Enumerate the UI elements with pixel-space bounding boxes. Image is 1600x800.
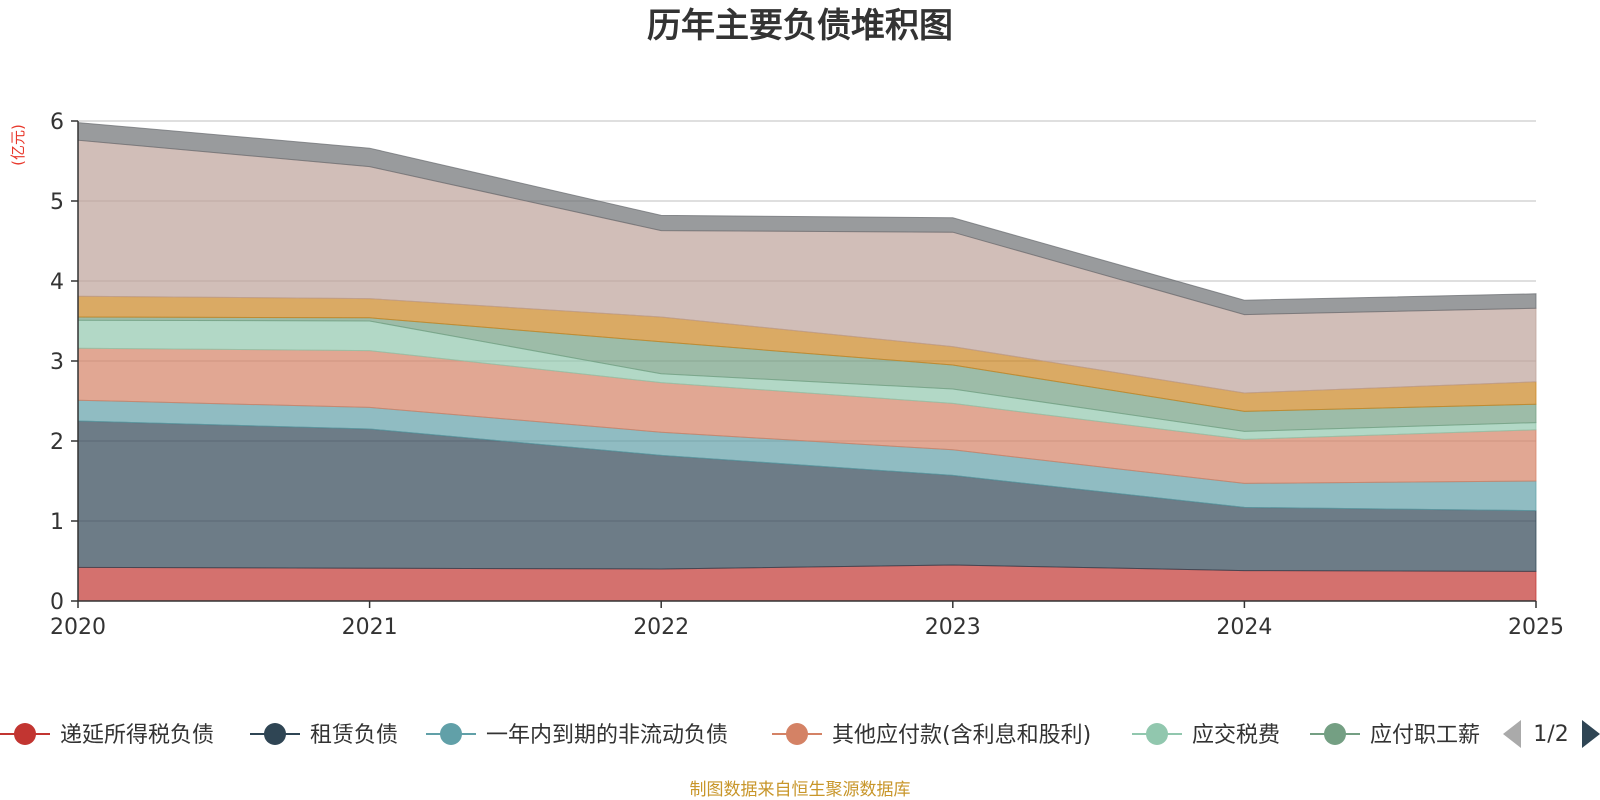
legend-label: 一年内到期的非流动负债 bbox=[486, 723, 728, 748]
x-tick-label-2023: 2023 bbox=[925, 615, 981, 640]
legend-circle-icon bbox=[264, 723, 286, 745]
legend-label: 应付职工薪 bbox=[1370, 723, 1480, 748]
legend-pager[interactable]: 1/2 bbox=[1503, 720, 1600, 748]
legend-circle-icon bbox=[786, 723, 808, 745]
legend-item-5[interactable]: 应交税费 bbox=[1132, 723, 1280, 748]
legend-label: 租赁负债 bbox=[310, 723, 398, 748]
legend-item-2[interactable]: 租赁负债 bbox=[250, 723, 398, 748]
y-axis-unit-label: (亿元) bbox=[9, 124, 27, 166]
legend-circle-icon bbox=[440, 723, 462, 745]
x-tick-label-2024: 2024 bbox=[1216, 615, 1272, 640]
x-tick-label-2025: 2025 bbox=[1508, 615, 1564, 640]
y-tick-label-5: 5 bbox=[50, 190, 64, 215]
axes: 0 1 2 3 4 5 6 2020 2021 2022 2023 2024 2025 bbox=[50, 110, 1564, 640]
legend-item-1[interactable]: 递延所得税负债 bbox=[0, 723, 214, 748]
legend-items[interactable]: 递延所得税负债 租赁负债 一年内到期的非流动负债 其他应付款(含利息和股利) 应交税费 应… bbox=[0, 723, 1480, 748]
x-tick-label-2020: 2020 bbox=[50, 615, 106, 640]
area-series-9[interactable] bbox=[77, 122, 1537, 316]
legend-circle-icon bbox=[14, 723, 36, 745]
data-source-note: 制图数据来自恒生聚源数据库 bbox=[690, 780, 911, 800]
y-tick-label-3: 3 bbox=[50, 350, 64, 375]
legend[interactable]: 递延所得税负债 租赁负债 一年内到期的非流动负债 其他应付款(含利息和股利) 应交税费 应… bbox=[0, 723, 1480, 748]
area-series-layer bbox=[77, 122, 1537, 602]
legend-circle-icon bbox=[1146, 723, 1168, 745]
legend-circle-icon bbox=[1324, 723, 1346, 745]
legend-label: 递延所得税负债 bbox=[60, 723, 214, 748]
legend-item-3[interactable]: 一年内到期的非流动负债 bbox=[426, 723, 728, 748]
legend-prev-icon[interactable] bbox=[1503, 720, 1521, 748]
y-tick-label-4: 4 bbox=[50, 270, 64, 295]
y-tick-label-6: 6 bbox=[50, 110, 64, 135]
y-tick-label-1: 1 bbox=[50, 510, 64, 535]
y-tick-label-0: 0 bbox=[50, 590, 64, 615]
x-tick-label-2021: 2021 bbox=[342, 615, 398, 640]
legend-item-4[interactable]: 其他应付款(含利息和股利) bbox=[772, 723, 1091, 748]
legend-item-6[interactable]: 应付职工薪 bbox=[1310, 723, 1480, 748]
y-tick-label-2: 2 bbox=[50, 430, 64, 455]
legend-label: 应交税费 bbox=[1192, 723, 1280, 748]
chart-title: 历年主要负债堆积图 bbox=[647, 6, 953, 46]
legend-label: 其他应付款(含利息和股利) bbox=[832, 723, 1091, 748]
legend-page-indicator: 1/2 bbox=[1533, 722, 1568, 747]
legend-next-icon[interactable] bbox=[1582, 720, 1600, 748]
x-tick-label-2022: 2022 bbox=[633, 615, 689, 640]
